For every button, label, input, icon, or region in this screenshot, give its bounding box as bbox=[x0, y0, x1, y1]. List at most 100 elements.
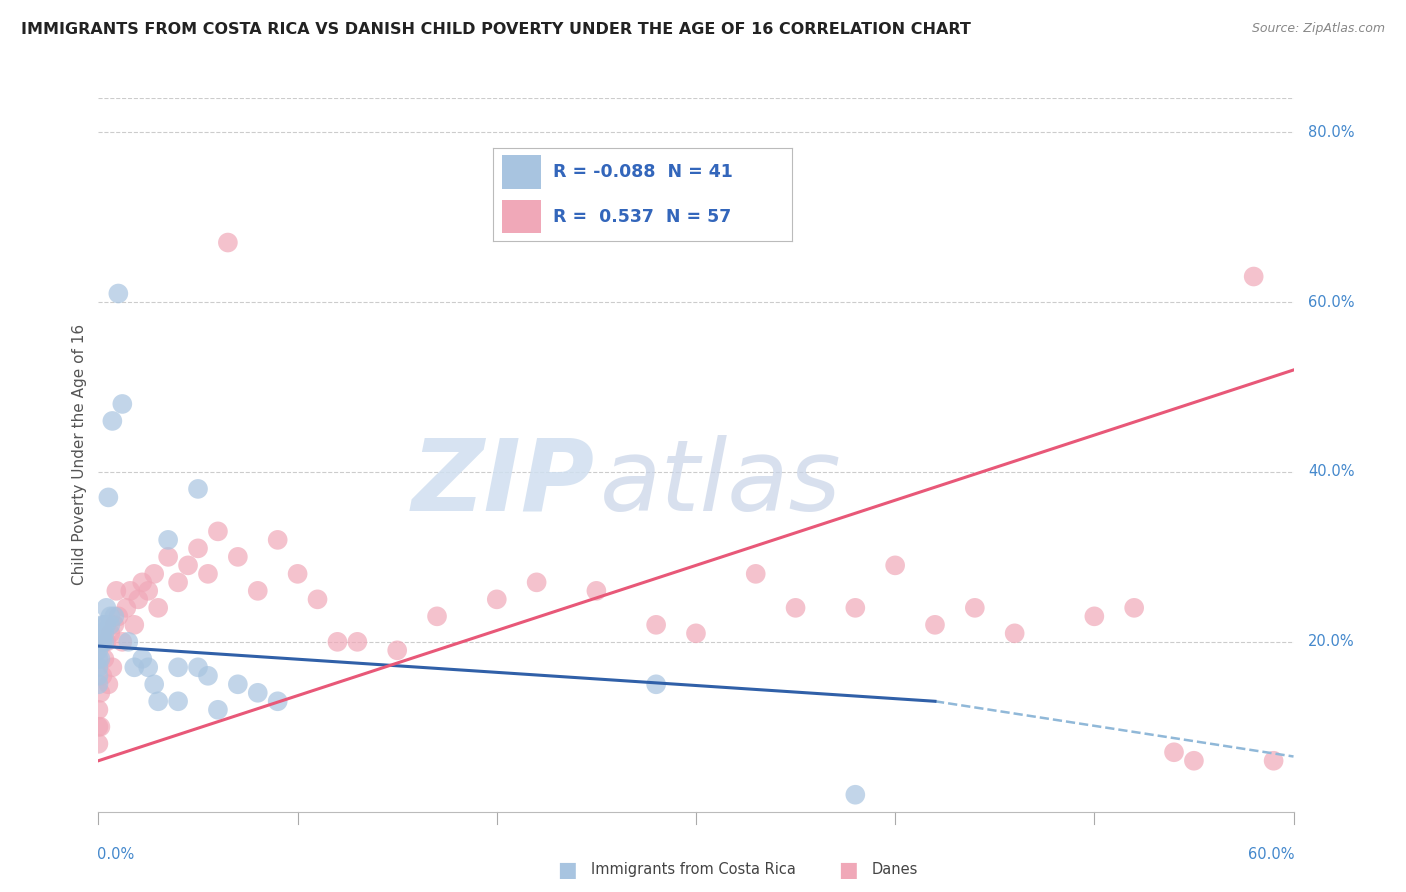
Text: Danes: Danes bbox=[872, 863, 918, 877]
Text: R = -0.088  N = 41: R = -0.088 N = 41 bbox=[553, 163, 733, 181]
Point bbox=[685, 626, 707, 640]
Point bbox=[87, 677, 110, 691]
Point bbox=[645, 617, 668, 632]
Text: 80.0%: 80.0% bbox=[1308, 125, 1354, 140]
Text: R =  0.537  N = 57: R = 0.537 N = 57 bbox=[553, 208, 731, 226]
Point bbox=[167, 660, 190, 674]
Point bbox=[267, 694, 290, 708]
Point bbox=[124, 617, 146, 632]
Text: atlas: atlas bbox=[600, 435, 842, 532]
Text: 20.0%: 20.0% bbox=[1308, 634, 1354, 649]
Point bbox=[307, 592, 329, 607]
Point bbox=[167, 575, 190, 590]
Point bbox=[103, 609, 125, 624]
Point bbox=[89, 635, 111, 649]
Text: 40.0%: 40.0% bbox=[1308, 465, 1354, 479]
Point bbox=[385, 643, 409, 657]
Point bbox=[197, 669, 219, 683]
Text: 60.0%: 60.0% bbox=[1308, 294, 1354, 310]
Point bbox=[136, 660, 159, 674]
Point bbox=[98, 609, 122, 624]
Point bbox=[131, 652, 153, 666]
Point bbox=[287, 566, 309, 581]
Point bbox=[645, 677, 668, 691]
Point bbox=[187, 660, 209, 674]
Text: 60.0%: 60.0% bbox=[1249, 847, 1295, 863]
Point bbox=[89, 626, 111, 640]
Point bbox=[115, 600, 138, 615]
Point bbox=[143, 566, 166, 581]
Point bbox=[111, 397, 134, 411]
Point bbox=[346, 635, 368, 649]
Point bbox=[844, 788, 866, 802]
Point bbox=[89, 720, 111, 734]
Point bbox=[1123, 600, 1146, 615]
Point bbox=[226, 549, 249, 564]
Point bbox=[963, 600, 986, 615]
Point bbox=[91, 617, 114, 632]
Text: IMMIGRANTS FROM COSTA RICA VS DANISH CHILD POVERTY UNDER THE AGE OF 16 CORRELATI: IMMIGRANTS FROM COSTA RICA VS DANISH CHI… bbox=[21, 22, 972, 37]
Point bbox=[127, 592, 149, 607]
Point bbox=[96, 617, 118, 632]
Point bbox=[87, 737, 110, 751]
Point bbox=[97, 677, 120, 691]
Point bbox=[1083, 609, 1105, 624]
Point bbox=[93, 626, 115, 640]
Point bbox=[157, 549, 180, 564]
Point bbox=[326, 635, 349, 649]
Point bbox=[785, 600, 807, 615]
Point bbox=[107, 609, 129, 624]
Point bbox=[93, 635, 115, 649]
Point bbox=[1263, 754, 1285, 768]
Point bbox=[217, 235, 239, 250]
Point bbox=[120, 583, 142, 598]
Point bbox=[884, 558, 907, 573]
Point bbox=[1163, 745, 1185, 759]
Bar bbox=[502, 200, 541, 234]
Point bbox=[148, 600, 170, 615]
Point bbox=[924, 617, 946, 632]
Point bbox=[105, 583, 128, 598]
Text: Immigrants from Costa Rica: Immigrants from Costa Rica bbox=[591, 863, 796, 877]
Point bbox=[91, 635, 114, 649]
Point bbox=[187, 541, 209, 556]
Point bbox=[157, 533, 180, 547]
Point bbox=[98, 617, 122, 632]
Point bbox=[526, 575, 548, 590]
Text: Source: ZipAtlas.com: Source: ZipAtlas.com bbox=[1251, 22, 1385, 36]
Point bbox=[148, 694, 170, 708]
Point bbox=[197, 566, 219, 581]
Text: ■: ■ bbox=[557, 860, 576, 880]
Point bbox=[89, 686, 111, 700]
Point bbox=[93, 652, 115, 666]
Text: ■: ■ bbox=[838, 860, 858, 880]
Point bbox=[844, 600, 866, 615]
Point bbox=[177, 558, 200, 573]
Point bbox=[101, 660, 124, 674]
Point bbox=[1182, 754, 1205, 768]
Point bbox=[87, 669, 110, 683]
Text: ZIP: ZIP bbox=[412, 435, 595, 532]
Point bbox=[103, 617, 125, 632]
Text: 0.0%: 0.0% bbox=[97, 847, 135, 863]
Point bbox=[87, 720, 110, 734]
Point bbox=[585, 583, 607, 598]
Point bbox=[98, 626, 122, 640]
Point bbox=[485, 592, 508, 607]
Point bbox=[111, 635, 134, 649]
Point bbox=[136, 583, 159, 598]
Point bbox=[87, 703, 110, 717]
Point bbox=[1004, 626, 1026, 640]
Point bbox=[131, 575, 153, 590]
Point bbox=[187, 482, 209, 496]
Point bbox=[101, 414, 124, 428]
Point bbox=[87, 660, 110, 674]
Point bbox=[97, 491, 120, 505]
Point bbox=[226, 677, 249, 691]
Point bbox=[93, 617, 115, 632]
Point bbox=[117, 635, 139, 649]
Point bbox=[167, 694, 190, 708]
Point bbox=[426, 609, 449, 624]
Point bbox=[745, 566, 768, 581]
Point bbox=[1243, 269, 1265, 284]
